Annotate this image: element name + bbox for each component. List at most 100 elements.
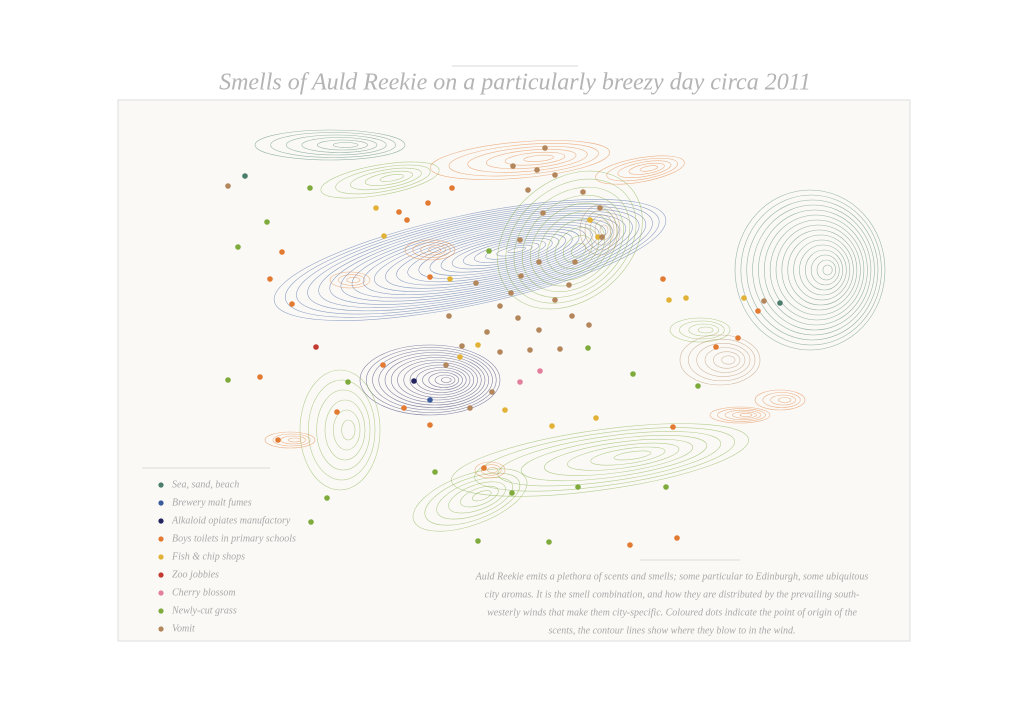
legend-label: Fish & chip shops (171, 551, 245, 562)
origin-dot (396, 209, 402, 215)
contour (599, 224, 609, 236)
contour (460, 485, 499, 508)
contour (299, 369, 381, 491)
origin-dot (380, 362, 386, 368)
origin-dot (510, 163, 516, 169)
contour (308, 379, 376, 481)
contour (404, 239, 456, 261)
origin-dot (580, 189, 586, 195)
description-line: westerly winds that make them city-speci… (487, 607, 857, 618)
contour (543, 438, 694, 476)
origin-dot (540, 210, 546, 216)
contour (428, 372, 460, 388)
contour (418, 228, 580, 279)
origin-dot (275, 437, 281, 443)
origin-dot (537, 368, 543, 374)
origin-dot (593, 415, 599, 421)
contour (732, 411, 757, 419)
contour (697, 326, 714, 334)
origin-dot (225, 377, 231, 383)
origin-dot (225, 183, 231, 189)
contour (324, 399, 366, 461)
legend-swatch (158, 608, 164, 614)
contour (428, 247, 442, 253)
origin-dot (587, 217, 593, 223)
contour (546, 219, 606, 275)
contour (403, 362, 475, 398)
origin-dot (670, 424, 676, 430)
legend-label: Boys toilets in primary schools (172, 533, 296, 544)
contour (496, 244, 533, 257)
origin-dot (586, 322, 592, 328)
contour (487, 467, 498, 473)
origin-dot (279, 249, 285, 255)
contour (713, 351, 741, 369)
origin-dot (566, 282, 572, 288)
origin-dot (289, 301, 295, 307)
contour (364, 170, 413, 186)
contour (440, 377, 452, 383)
origin-dot (674, 535, 680, 541)
contour (471, 490, 492, 502)
contour (264, 431, 316, 449)
origin-dot (235, 244, 241, 250)
contour (462, 237, 553, 267)
origin-dot (525, 187, 531, 193)
legend-swatch (158, 536, 164, 542)
legend-label: Sea, sand, beach (172, 479, 239, 490)
contour (378, 352, 490, 408)
origin-dot (334, 409, 340, 415)
legend-label: Brewery malt fumes (172, 497, 252, 508)
origin-dot (449, 185, 455, 191)
origin-dot (313, 344, 319, 350)
origin-dot (536, 259, 542, 265)
origin-dot (735, 335, 741, 341)
contour (409, 364, 471, 396)
contour (333, 409, 361, 451)
legend-swatch (158, 626, 164, 632)
origin-dot (481, 465, 487, 471)
legend-label: Vomit (172, 623, 195, 634)
origin-dot (427, 422, 433, 428)
title: Smells of Auld Reekie on a particularly … (219, 70, 811, 96)
contour (497, 431, 722, 487)
origin-dot (557, 346, 563, 352)
contour (734, 189, 886, 351)
origin-dot (308, 519, 314, 525)
contour (740, 194, 882, 346)
origin-dot (630, 371, 636, 377)
contour (372, 349, 493, 411)
origin-dot (467, 405, 473, 411)
contour (467, 145, 588, 173)
contour (567, 442, 680, 471)
contour (505, 178, 637, 304)
legend-swatch (158, 482, 164, 488)
origin-dot (267, 276, 273, 282)
origin-dot (517, 379, 523, 385)
contour (474, 461, 506, 479)
contour (778, 397, 792, 403)
contour (329, 271, 371, 289)
contour (520, 435, 708, 482)
contour (365, 347, 497, 413)
contour (507, 247, 526, 254)
origin-dot (527, 347, 533, 353)
legend-swatch (158, 518, 164, 524)
contour (617, 160, 672, 179)
contour (799, 244, 847, 296)
contour (562, 235, 593, 264)
contour (754, 389, 806, 411)
origin-dot (404, 217, 410, 223)
legend: Sea, sand, beach Brewery malt fumes Alkalo… (158, 479, 296, 634)
description: Auld Reekie emits a plethora of scents a… (475, 571, 869, 636)
contour (359, 344, 501, 416)
contour (384, 354, 486, 406)
contour (590, 446, 666, 466)
origin-dot (427, 397, 433, 403)
origin-dot (508, 290, 514, 296)
origin-dot (475, 538, 481, 544)
contour (486, 148, 577, 170)
origin-dot (486, 248, 492, 254)
origin-dot (345, 379, 351, 385)
contour (628, 162, 665, 175)
